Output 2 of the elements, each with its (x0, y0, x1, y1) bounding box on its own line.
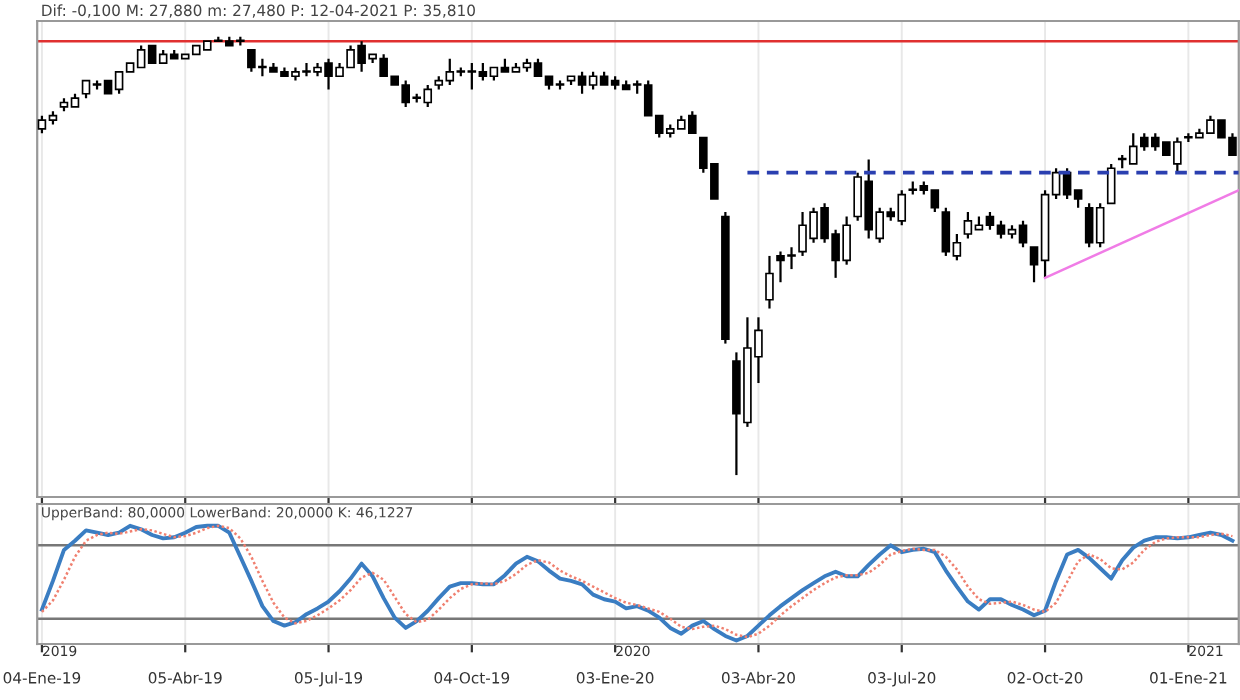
candlestick (1106, 162, 1116, 205)
candlestick (765, 254, 774, 310)
